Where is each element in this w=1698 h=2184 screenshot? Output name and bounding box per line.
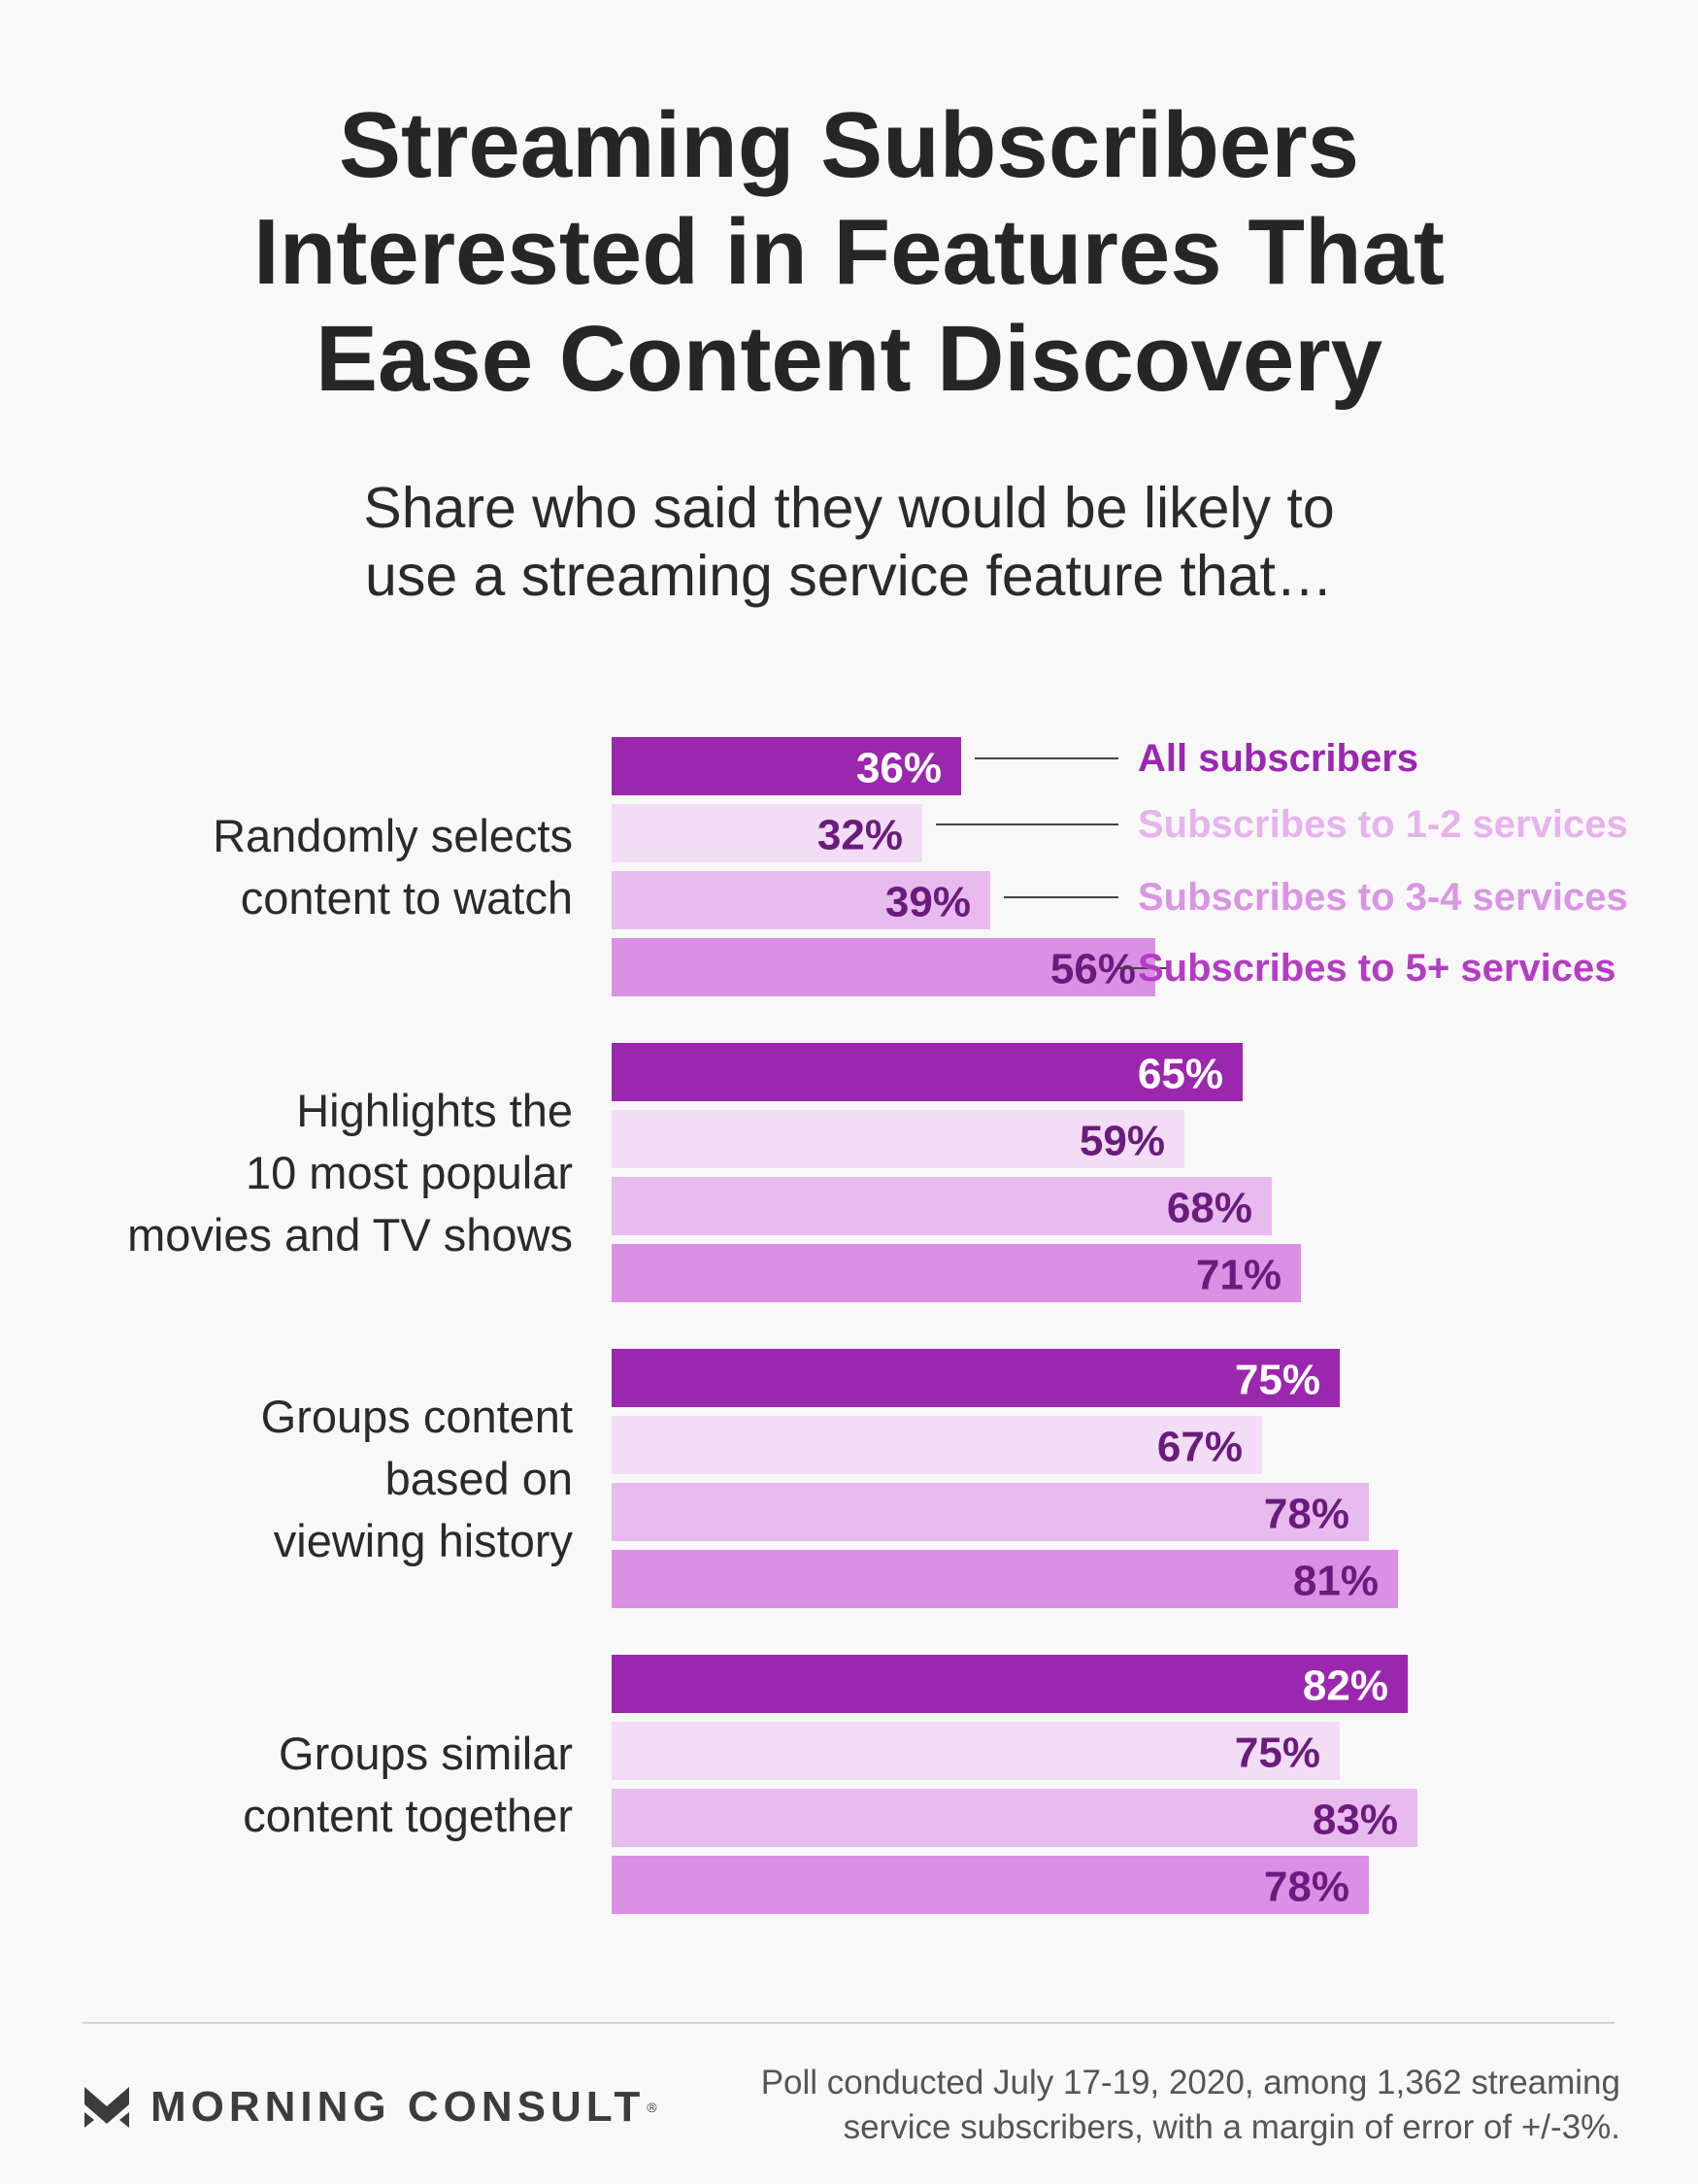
chart-title-line-1: Streaming Subscribers	[338, 93, 1360, 197]
data-label: 75%	[1235, 1730, 1320, 1777]
legend-label: Subscribes to 3-4 services	[1138, 876, 1628, 919]
category-label: movies and TV shows	[127, 1209, 573, 1260]
data-label: 71%	[1196, 1252, 1282, 1299]
data-label: 78%	[1264, 1491, 1349, 1538]
data-label: 67%	[1157, 1424, 1243, 1471]
bar-random-series-3	[612, 938, 1155, 996]
data-label: 65%	[1138, 1051, 1223, 1098]
data-label: 68%	[1167, 1185, 1252, 1232]
bar-top10-series-2	[612, 1177, 1272, 1235]
chart-subtitle-line-2: use a streaming service feature that…	[365, 544, 1333, 608]
data-label: 39%	[885, 879, 971, 926]
chart-subtitle: Share who said they would be likely to u…	[0, 474, 1698, 610]
data-label: 83%	[1313, 1797, 1398, 1844]
category-label: viewing history	[274, 1515, 574, 1566]
data-label: 82%	[1303, 1663, 1388, 1710]
legend-label: All subscribers	[1138, 737, 1418, 780]
data-label: 81%	[1293, 1558, 1379, 1605]
category-label: content together	[243, 1790, 573, 1841]
legend-label: Subscribes to 1-2 services	[1138, 803, 1628, 846]
bar-similar-series-3	[612, 1856, 1369, 1914]
category-label: Randomly selects	[213, 810, 573, 861]
footer-divider	[83, 2022, 1615, 2024]
brand-logo: MORNING CONSULT ®	[83, 2078, 657, 2136]
bar-history-series-3	[612, 1550, 1398, 1608]
bar-top10-series-0	[612, 1043, 1243, 1101]
bar-random-series-0	[612, 737, 961, 795]
category-label: Groups content	[261, 1391, 573, 1442]
data-label: 59%	[1080, 1118, 1165, 1165]
morning-consult-logo-icon	[84, 2087, 129, 2128]
bar-similar-series-2	[612, 1789, 1417, 1847]
category-label: Highlights the	[296, 1085, 573, 1136]
chart-title-line-2: Interested in Features That	[253, 200, 1445, 304]
category-label: based on	[385, 1453, 573, 1504]
category-label: Groups similar	[279, 1728, 573, 1779]
brand-registered-mark: ®	[647, 2100, 657, 2115]
bar-top10-series-1	[612, 1110, 1184, 1168]
brand-name: MORNING CONSULT	[150, 2083, 646, 2131]
chart-title-line-3: Ease Content Discovery	[315, 307, 1383, 411]
chart-title: Streaming Subscribers Interested in Feat…	[0, 92, 1698, 413]
data-label: 32%	[817, 812, 903, 859]
bar-top10-series-3	[612, 1244, 1301, 1302]
data-label: 36%	[856, 745, 942, 792]
bar-random-series-1	[612, 804, 922, 862]
methodology-note: Poll conducted July 17-19, 2020, among 1…	[747, 2061, 1620, 2150]
bar-history-series-2	[612, 1483, 1369, 1541]
methodology-note-line-2: service subscribers, with a margin of er…	[843, 2108, 1620, 2146]
chart-subtitle-line-1: Share who said they would be likely to	[363, 476, 1335, 540]
category-label: 10 most popular	[246, 1147, 573, 1198]
bar-random-series-2	[612, 871, 990, 929]
bar-history-series-1	[612, 1416, 1262, 1474]
bar-similar-series-0	[612, 1655, 1408, 1713]
methodology-note-line-1: Poll conducted July 17-19, 2020, among 1…	[760, 2064, 1620, 2101]
category-label: content to watch	[241, 872, 573, 924]
bar-history-series-0	[612, 1349, 1340, 1407]
data-label: 75%	[1235, 1357, 1320, 1404]
bar-similar-series-1	[612, 1722, 1340, 1780]
legend-label: Subscribes to 5+ services	[1138, 947, 1616, 990]
data-label: 78%	[1264, 1864, 1349, 1911]
